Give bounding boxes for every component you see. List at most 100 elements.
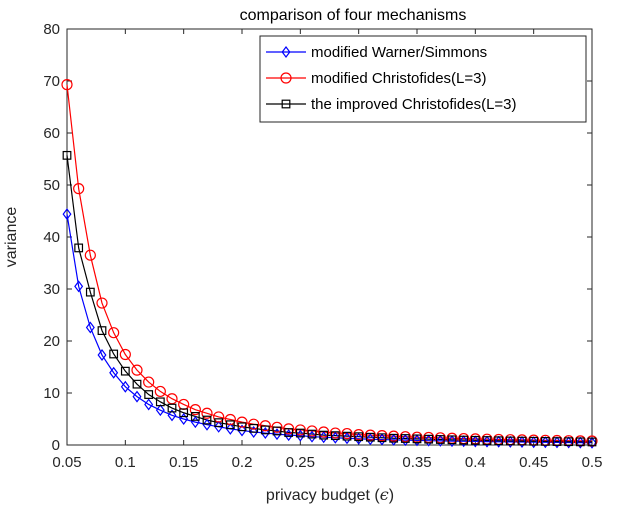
point-diamond-34	[459, 435, 469, 448]
point-square-34	[459, 435, 469, 445]
series-line-square	[66, 155, 593, 443]
point-circle-19	[283, 423, 295, 435]
point-circle-20	[294, 424, 306, 436]
point-circle-25	[353, 429, 365, 441]
point-diamond-6	[132, 390, 142, 403]
point-diamond-7	[144, 398, 154, 411]
legend: modified Warner/Simmons modified Christof…	[259, 35, 587, 123]
point-diamond-16	[249, 425, 259, 439]
point-square-9	[167, 403, 177, 413]
point-circle-4	[108, 327, 120, 339]
point-square-43	[564, 437, 574, 447]
y-tick-label-5: 50	[43, 177, 60, 194]
point-square-6	[132, 379, 142, 389]
point-diamond-38	[505, 435, 515, 448]
point-diamond-12	[202, 418, 212, 431]
point-diamond-41	[540, 436, 550, 449]
y-tick-label-6: 60	[43, 125, 60, 142]
point-circle-6	[131, 364, 143, 376]
x-axis-label: privacy budget (ϵ)	[266, 485, 394, 504]
point-diamond-17	[260, 427, 270, 440]
series-line-circle	[66, 84, 593, 442]
point-square-41	[540, 437, 550, 446]
axis-ticks	[66, 28, 593, 446]
x-axis-label-text: privacy budget (	[266, 487, 381, 504]
point-square-18	[272, 426, 282, 436]
point-diamond-26	[365, 433, 375, 446]
y-tick-labels: 0 10 20 30 40 50 60 70 80	[43, 21, 60, 454]
point-diamond-22	[319, 431, 329, 444]
point-circle-18	[271, 421, 283, 433]
x-tick-label-3: 0.2	[232, 454, 253, 471]
point-square-11	[190, 412, 200, 421]
point-square-32	[435, 435, 445, 444]
legend-label-diamond: modified Warner/Simmons	[311, 44, 487, 61]
x-tick-label-7: 0.4	[465, 454, 486, 471]
point-diamond-29	[400, 434, 410, 447]
point-diamond-33	[447, 435, 457, 448]
point-diamond-1	[74, 280, 84, 293]
point-diamond-30	[412, 434, 422, 447]
point-square-40	[529, 436, 539, 446]
legend-marker-circle	[280, 72, 292, 84]
point-square-21	[307, 429, 317, 439]
point-square-37	[494, 436, 504, 446]
point-square-25	[354, 432, 364, 442]
point-square-31	[424, 434, 434, 444]
point-circle-14	[224, 413, 236, 426]
point-diamond-9	[167, 409, 177, 422]
point-circle-27	[376, 430, 388, 442]
x-tick-label-6: 0.35	[402, 454, 431, 471]
legend-label-circle: modified Christofides(L=3)	[311, 70, 487, 87]
point-circle-26	[364, 429, 376, 441]
point-diamond-42	[552, 436, 562, 449]
point-square-35	[470, 435, 480, 445]
point-diamond-14	[225, 422, 235, 435]
y-tick-label-0: 0	[52, 437, 60, 454]
point-square-13	[214, 418, 224, 428]
point-diamond-39	[517, 436, 527, 449]
point-circle-1	[73, 183, 85, 195]
point-square-20	[295, 428, 305, 438]
point-diamond-24	[342, 432, 352, 445]
point-circle-21	[306, 425, 318, 437]
point-square-15	[237, 422, 247, 432]
point-circle-15	[236, 416, 248, 428]
x-tick-label-9: 0.5	[582, 454, 603, 471]
x-tick-label-2: 0.15	[169, 454, 198, 471]
point-diamond-18	[272, 428, 282, 441]
point-circle-13	[213, 411, 225, 423]
x-tick-label-1: 0.1	[115, 454, 136, 471]
point-diamond-28	[389, 433, 399, 446]
point-diamond-2	[85, 321, 95, 334]
point-diamond-5	[120, 380, 130, 393]
x-tick-label-0: 0.05	[52, 454, 81, 471]
point-square-3	[97, 326, 107, 335]
point-square-42	[552, 437, 562, 446]
point-circle-2	[84, 249, 96, 261]
point-square-10	[179, 408, 189, 418]
legend-marker-diamond	[281, 46, 291, 58]
point-diamond-35	[470, 435, 480, 448]
point-square-16	[249, 423, 259, 433]
y-tick-label-8: 80	[43, 21, 60, 38]
y-tick-label-7: 70	[43, 73, 60, 90]
point-square-38	[505, 436, 515, 446]
point-circle-24	[341, 427, 353, 440]
point-square-45	[587, 437, 597, 447]
point-square-14	[225, 420, 235, 430]
point-diamond-4	[109, 366, 119, 379]
point-diamond-15	[237, 424, 247, 437]
point-square-22	[319, 430, 329, 440]
series-markers-square	[62, 150, 597, 447]
x-axis-label-symbol: ϵ	[380, 485, 389, 504]
point-square-5	[120, 366, 130, 376]
point-square-27	[377, 433, 387, 443]
point-square-23	[330, 431, 340, 441]
point-circle-29	[399, 431, 411, 443]
point-circle-17	[259, 420, 271, 432]
point-square-17	[260, 425, 270, 435]
point-diamond-45	[587, 436, 597, 449]
y-tick-label-1: 10	[43, 385, 60, 402]
